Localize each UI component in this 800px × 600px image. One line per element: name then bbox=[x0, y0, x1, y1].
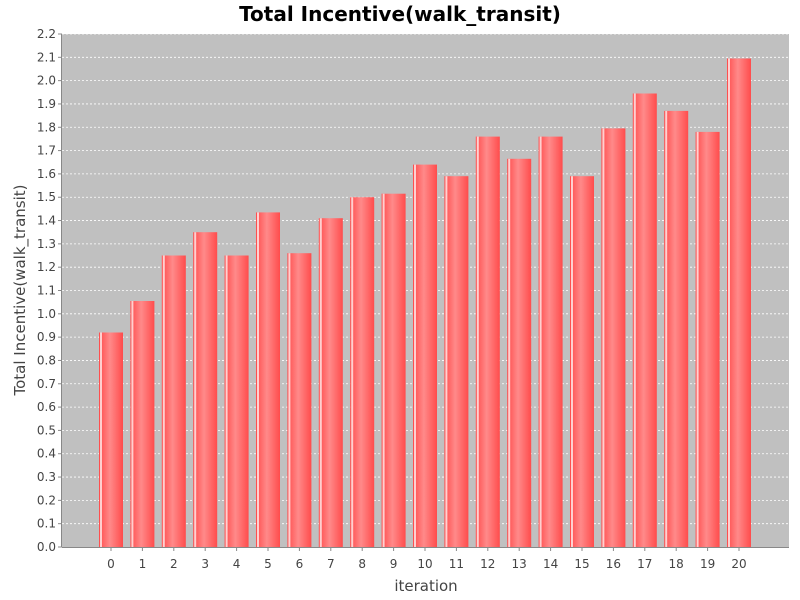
x-tick-label: 9 bbox=[390, 557, 398, 571]
y-tick-label: 1.9 bbox=[37, 97, 56, 111]
bar-highlight-20 bbox=[728, 58, 730, 547]
y-tick-label: 1.6 bbox=[37, 167, 56, 181]
bar-11 bbox=[444, 176, 469, 547]
bar-14 bbox=[538, 136, 563, 547]
x-tick-label: 5 bbox=[264, 557, 272, 571]
x-tick-label: 13 bbox=[512, 557, 527, 571]
y-tick-label: 0.6 bbox=[37, 400, 56, 414]
bar-10 bbox=[413, 164, 437, 547]
bar-6 bbox=[287, 253, 312, 547]
x-tick-label: 11 bbox=[449, 557, 464, 571]
bar-highlight-6 bbox=[288, 253, 291, 547]
bar-highlight-3 bbox=[194, 232, 197, 547]
bars bbox=[99, 58, 751, 548]
x-tick-label: 0 bbox=[107, 557, 115, 571]
x-tick-label: 6 bbox=[296, 557, 304, 571]
y-tick-label: 0.2 bbox=[37, 493, 56, 507]
x-tick-label: 2 bbox=[170, 557, 178, 571]
bar-7 bbox=[318, 218, 343, 547]
bar-2 bbox=[161, 255, 186, 547]
y-tick-label: 1.7 bbox=[37, 144, 56, 158]
bar-highlight-0 bbox=[100, 332, 102, 547]
x-tick-label: 1 bbox=[139, 557, 147, 571]
bar-highlight-17 bbox=[633, 93, 636, 547]
x-tick-label: 3 bbox=[201, 557, 209, 571]
x-tick-label: 14 bbox=[543, 557, 558, 571]
bar-highlight-1 bbox=[131, 301, 134, 547]
y-tick-label: 1.3 bbox=[37, 237, 56, 251]
x-tick-label: 8 bbox=[358, 557, 366, 571]
x-axis-label: iteration bbox=[394, 577, 457, 595]
y-tick-label: 2.0 bbox=[37, 74, 56, 88]
y-axis-label: Total Incentive(walk_transit) bbox=[11, 185, 30, 397]
y-tick-label: 2.1 bbox=[37, 50, 56, 64]
bar-15 bbox=[570, 176, 594, 547]
bar-highlight-10 bbox=[414, 164, 416, 547]
bar-highlight-13 bbox=[508, 158, 511, 548]
bar-highlight-11 bbox=[445, 176, 448, 547]
bar-9 bbox=[381, 193, 406, 547]
bar-highlight-12 bbox=[476, 136, 479, 547]
y-tick-label: 0.1 bbox=[37, 517, 56, 531]
y-tick-label: 0.0 bbox=[37, 540, 56, 554]
axes: 0.0 0.1 0.2 0.3 0.4 0.5 0.6 0.7 0.8 0.9 1.0 1.1 1.2 1… bbox=[37, 27, 789, 571]
x-tick-label: 10 bbox=[417, 557, 432, 571]
bar-highlight-15 bbox=[571, 176, 573, 547]
y-tick-label: 0.8 bbox=[37, 353, 56, 367]
bar-highlight-5 bbox=[257, 212, 259, 547]
y-tick-label: 0.5 bbox=[37, 423, 56, 437]
y-tick-label: 0.9 bbox=[37, 330, 56, 344]
bar-highlight-16 bbox=[602, 128, 605, 547]
x-tick-label: 12 bbox=[480, 557, 495, 571]
x-tick-label: 19 bbox=[700, 557, 715, 571]
y-tick-label: 1.8 bbox=[37, 120, 56, 134]
bar-13 bbox=[507, 158, 532, 548]
bar-highlight-7 bbox=[319, 218, 322, 547]
y-tick-label: 1.5 bbox=[37, 190, 56, 204]
x-tick-label: 20 bbox=[731, 557, 746, 571]
y-tick-label: 0.3 bbox=[37, 470, 56, 484]
bar-highlight-19 bbox=[696, 131, 699, 547]
bar-0 bbox=[99, 332, 123, 547]
bar-16 bbox=[601, 128, 626, 547]
chart-title: Total Incentive(walk_transit) bbox=[239, 2, 561, 26]
bar-highlight-2 bbox=[162, 255, 165, 547]
bar-highlight-18 bbox=[665, 110, 668, 548]
x-tick-label: 15 bbox=[574, 557, 589, 571]
bar-highlight-8 bbox=[351, 197, 354, 547]
x-tick-label: 16 bbox=[606, 557, 621, 571]
x-tick-label: 4 bbox=[233, 557, 241, 571]
bar-19 bbox=[695, 131, 720, 547]
y-tick-label: 1.1 bbox=[37, 284, 56, 298]
bar-8 bbox=[350, 197, 375, 547]
y-tick-label: 1.4 bbox=[37, 214, 56, 228]
y-tick-label: 2.2 bbox=[37, 27, 56, 41]
bar-5 bbox=[256, 212, 280, 547]
y-tick-label: 1.2 bbox=[37, 260, 56, 274]
y-tick-label: 0.4 bbox=[37, 447, 56, 461]
bar-12 bbox=[475, 136, 500, 547]
y-tick-label: 1.0 bbox=[37, 307, 56, 321]
bar-highlight-14 bbox=[539, 136, 542, 547]
y-tick-label: 0.7 bbox=[37, 377, 56, 391]
bar-highlight-4 bbox=[225, 255, 228, 547]
x-tick-label: 18 bbox=[669, 557, 684, 571]
bar-highlight-9 bbox=[382, 193, 385, 547]
bar-3 bbox=[193, 232, 218, 547]
bar-18 bbox=[664, 110, 689, 548]
bar-17 bbox=[632, 93, 657, 547]
x-tick-label: 17 bbox=[637, 557, 652, 571]
bar-20 bbox=[727, 58, 751, 547]
bar-1 bbox=[130, 301, 155, 547]
x-tick-label: 7 bbox=[327, 557, 335, 571]
bar-4 bbox=[224, 255, 249, 547]
